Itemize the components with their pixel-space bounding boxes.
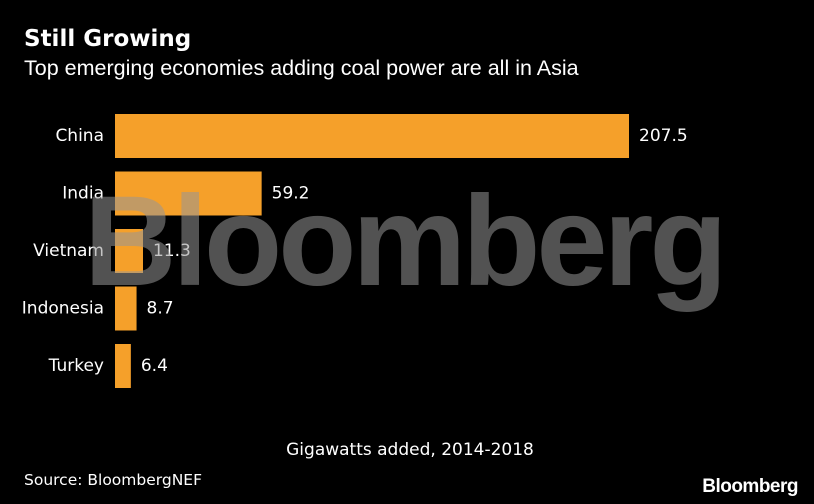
category-label-indonesia: Indonesia bbox=[22, 299, 104, 319]
category-label-turkey: Turkey bbox=[48, 356, 104, 376]
chart-subtitle: Top emerging economies adding coal power… bbox=[24, 56, 579, 80]
category-label-vietnam: Vietnam bbox=[33, 241, 104, 261]
source-note: Source: BloombergNEF bbox=[24, 471, 203, 489]
value-label-china: 207.5 bbox=[639, 126, 688, 146]
bar-china bbox=[115, 114, 629, 158]
category-label-india: India bbox=[62, 184, 104, 204]
value-label-indonesia: 8.7 bbox=[147, 299, 174, 319]
x-axis-label: Gigawatts added, 2014-2018 bbox=[286, 440, 534, 460]
value-label-vietnam: 11.3 bbox=[153, 241, 191, 261]
category-label-china: China bbox=[55, 126, 104, 146]
bar-vietnam bbox=[115, 229, 143, 273]
bar-indonesia bbox=[115, 286, 137, 331]
value-label-india: 59.2 bbox=[272, 184, 310, 204]
value-label-turkey: 6.4 bbox=[141, 356, 168, 376]
bloomberg-logo: Bloomberg bbox=[702, 476, 798, 497]
bar-turkey bbox=[115, 344, 131, 388]
chart-title: Still Growing bbox=[24, 26, 192, 52]
bar-india bbox=[115, 171, 262, 216]
